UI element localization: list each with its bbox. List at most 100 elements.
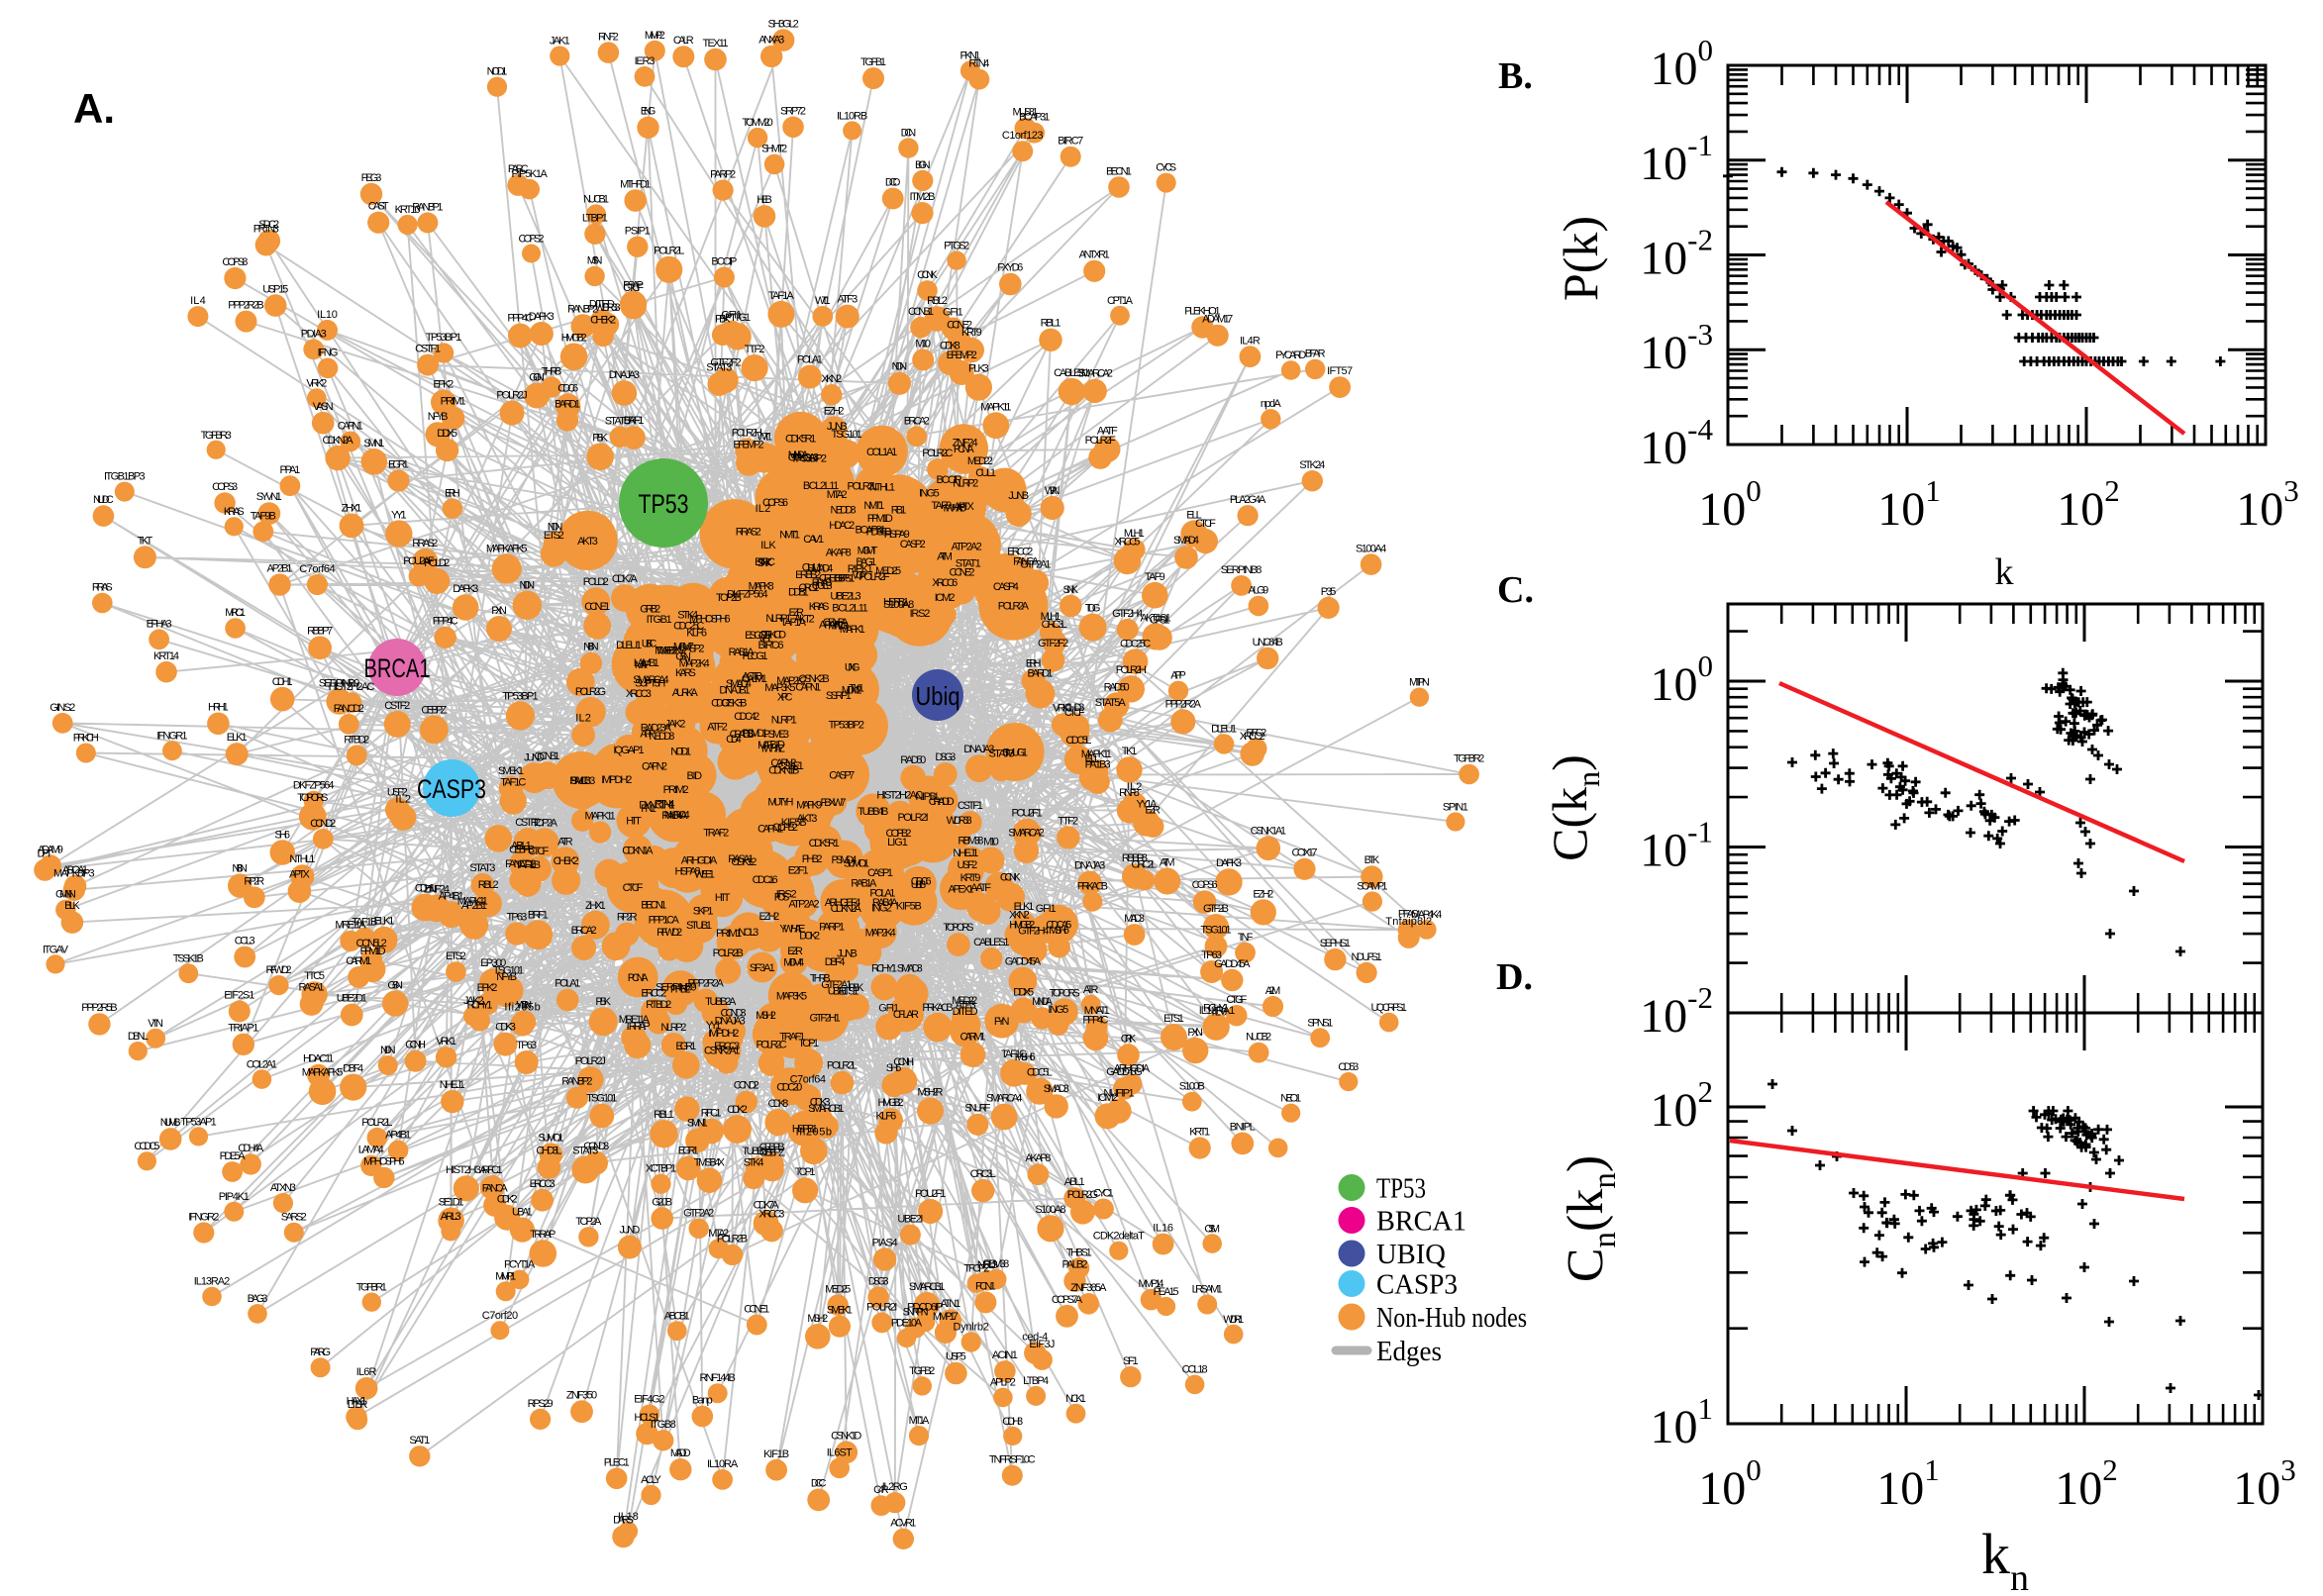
svg-text:NHEJ1: NHEJ1 (953, 848, 978, 859)
svg-text:TUBB2A: TUBB2A (742, 1146, 773, 1157)
svg-text:TSG101: TSG101 (586, 1093, 617, 1105)
svg-text:TTC5: TTC5 (304, 970, 325, 982)
svg-text:CCN5L2: CCN5L2 (356, 938, 387, 949)
svg-text:STUB1: STUB1 (686, 920, 712, 932)
svg-text:TNF: TNF (1238, 932, 1254, 944)
svg-text:NDN: NDN (380, 1045, 396, 1056)
svg-text:MED22: MED22 (952, 995, 977, 1007)
svg-text:TAF1C: TAF1C (1001, 1048, 1027, 1060)
svg-text:ETS1: ETS1 (839, 986, 859, 998)
svg-text:ACVR1: ACVR1 (890, 1518, 916, 1530)
svg-text:RCHY1: RCHY1 (871, 962, 897, 974)
svg-text:CSTF1: CSTF1 (415, 344, 441, 355)
svg-text:APOA1: APOA1 (62, 864, 88, 876)
svg-text:GADD45A: GADD45A (1214, 958, 1251, 970)
svg-text:MED22: MED22 (967, 455, 993, 467)
svg-text:HTT: HTT (626, 816, 642, 828)
svg-text:SERPINB9: SERPINB9 (656, 982, 697, 994)
svg-text:AP4B1: AP4B1 (439, 890, 464, 902)
svg-text:CASP3: CASP3 (1376, 1270, 1458, 1301)
svg-text:CDK7A: CDK7A (612, 573, 639, 585)
svg-text:SMAD4: SMAD4 (1173, 535, 1199, 547)
svg-text:YWHAE: YWHAE (779, 924, 805, 936)
svg-text:CCND2: CCND2 (310, 818, 336, 830)
svg-text:EGR1: EGR1 (678, 1146, 699, 1157)
svg-text:BECN1: BECN1 (1106, 165, 1132, 177)
svg-text:DAPK3: DAPK3 (453, 583, 478, 595)
svg-text:IL13RA1: IL13RA1 (1199, 1005, 1235, 1017)
svg-text:CRK: CRK (1121, 1033, 1137, 1045)
svg-text:C(kn): C(kn) (1542, 754, 1606, 861)
svg-text:TP53BP1: TP53BP1 (426, 332, 461, 344)
svg-text:RAB1A: RAB1A (729, 647, 756, 658)
svg-text:CD53: CD53 (1338, 1061, 1359, 1073)
svg-text:FANCA: FANCA (1013, 556, 1040, 568)
svg-text:TGFBR3: TGFBR3 (201, 430, 232, 442)
svg-text:CTCF: CTCF (528, 846, 549, 857)
svg-text:MLH1: MLH1 (1124, 528, 1145, 540)
svg-text:CDC6: CDC6 (557, 382, 578, 394)
svg-text:UBE2L3: UBE2L3 (830, 591, 860, 603)
svg-text:EP300: EP300 (480, 957, 506, 969)
svg-text:NIPBL: NIPBL (916, 791, 942, 803)
svg-text:SMAD3: SMAD3 (1044, 1083, 1069, 1095)
svg-text:MRE11A: MRE11A (335, 920, 366, 932)
svg-text:C.: C. (1497, 569, 1534, 611)
svg-text:D.: D. (1496, 956, 1533, 998)
svg-text:SRP72: SRP72 (780, 106, 806, 118)
svg-text:TAF1A: TAF1A (780, 617, 807, 629)
svg-text:SNK: SNK (1063, 584, 1079, 596)
svg-text:POLR2H: POLR2H (1116, 664, 1147, 676)
svg-text:NTHL1: NTHL1 (289, 853, 315, 865)
svg-text:S100A4: S100A4 (1356, 543, 1386, 554)
svg-text:POLR2A: POLR2A (998, 601, 1030, 613)
svg-text:POLR2L: POLR2L (848, 481, 878, 493)
svg-text:ITGB1BP3: ITGB1BP3 (104, 471, 146, 483)
svg-text:ATM: ATM (1160, 857, 1175, 869)
svg-text:IER3: IER3 (635, 55, 656, 67)
svg-text:TUBB: TUBB (656, 645, 676, 656)
svg-text:PDE10A: PDE10A (891, 1318, 923, 1330)
svg-text:SH6: SH6 (886, 1062, 902, 1074)
svg-text:JUND: JUND (524, 751, 545, 763)
svg-text:IL2: IL2 (756, 503, 771, 515)
svg-text:ARHGEF4: ARHGEF4 (825, 897, 860, 909)
svg-text:CTCF: CTCF (623, 882, 644, 894)
svg-text:GINS2: GINS2 (50, 702, 75, 714)
svg-text:CCNE2: CCNE2 (950, 567, 975, 579)
svg-text:LAMA4: LAMA4 (358, 1145, 384, 1156)
svg-text:IL10RB: IL10RB (837, 110, 867, 122)
svg-text:ELK1: ELK1 (374, 916, 395, 928)
svg-text:NHEJ1: NHEJ1 (440, 1079, 465, 1091)
svg-text:PPM1D: PPM1D (360, 946, 386, 957)
svg-text:CDK2: CDK2 (727, 1104, 748, 1116)
svg-text:TRRAP: TRRAP (625, 1021, 651, 1033)
svg-text:COPS6: COPS6 (762, 497, 788, 509)
svg-text:IL4R: IL4R (1240, 335, 1261, 347)
svg-text:DNAJA3: DNAJA3 (963, 744, 994, 755)
svg-text:M10: M10 (915, 338, 931, 349)
svg-text:SUMO1: SUMO1 (844, 858, 869, 870)
svg-text:COPB2: COPB2 (772, 822, 798, 834)
svg-text:MAP2K7: MAP2K7 (776, 675, 807, 687)
svg-text:WT1: WT1 (758, 432, 773, 444)
svg-text:TP53BP2: TP53BP2 (829, 720, 864, 732)
svg-text:MTA2: MTA2 (708, 1228, 729, 1240)
svg-text:AP4B1: AP4B1 (385, 1130, 411, 1142)
svg-text:ZNF24: ZNF24 (424, 883, 450, 895)
svg-text:WDR33: WDR33 (947, 815, 972, 827)
svg-text:UBA1: UBA1 (512, 1207, 533, 1219)
svg-text:GRB2: GRB2 (640, 604, 660, 616)
svg-text:ENG: ENG (641, 106, 656, 118)
svg-text:HIST2H2AC: HIST2H2AC (876, 790, 923, 802)
svg-text:PRTN3: PRTN3 (253, 223, 279, 235)
svg-text:ETS2: ETS2 (446, 950, 466, 962)
svg-text:HRH1: HRH1 (208, 702, 229, 714)
svg-text:IL18: IL18 (618, 1511, 639, 1523)
svg-text:NDN: NDN (548, 521, 563, 533)
svg-text:SMEK1: SMEK1 (498, 765, 524, 777)
svg-text:NCK1: NCK1 (1065, 1393, 1086, 1405)
svg-text:TSG101: TSG101 (493, 964, 524, 976)
svg-text:SCAMP1: SCAMP1 (1357, 880, 1387, 892)
svg-text:ETS1: ETS1 (1163, 1013, 1184, 1025)
